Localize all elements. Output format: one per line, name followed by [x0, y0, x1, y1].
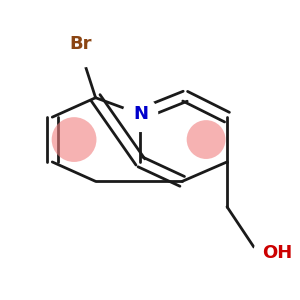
Circle shape	[57, 20, 104, 68]
Circle shape	[253, 232, 295, 274]
Circle shape	[52, 117, 97, 162]
Text: N: N	[133, 105, 148, 123]
Circle shape	[187, 120, 226, 159]
Text: OH: OH	[262, 244, 292, 262]
Text: Br: Br	[69, 35, 92, 53]
Circle shape	[122, 96, 158, 132]
